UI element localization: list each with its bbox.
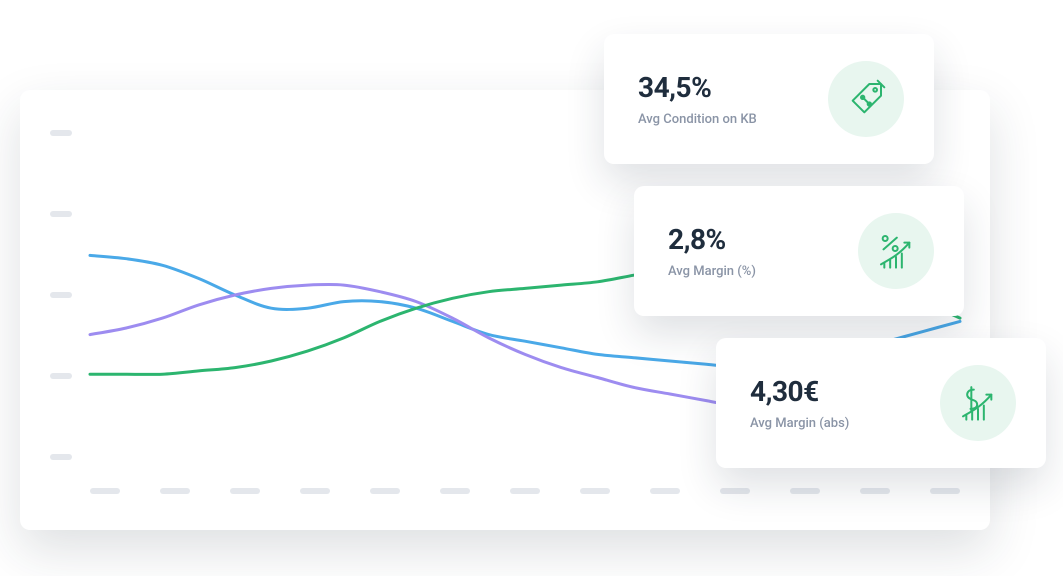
x-axis-tick [790, 488, 820, 494]
x-axis-tick [720, 488, 750, 494]
stat-value: 4,30€ [750, 375, 849, 408]
y-axis-tick [50, 211, 72, 217]
x-axis-tick [370, 488, 400, 494]
y-axis-tick [50, 130, 72, 136]
discount-tag-icon [828, 61, 904, 137]
x-axis-tick [510, 488, 540, 494]
x-axis-tick [860, 488, 890, 494]
stat-text: 34,5% Avg Condition on KB [638, 71, 757, 127]
stat-text: 2,8% Avg Margin (%) [668, 223, 756, 279]
y-axis-tick [50, 373, 72, 379]
x-axis-tick [300, 488, 330, 494]
x-axis-tick [580, 488, 610, 494]
stat-label: Avg Condition on KB [638, 112, 757, 127]
x-axis-tick [90, 488, 120, 494]
dollar-growth-icon [940, 365, 1016, 441]
x-axis-tick [230, 488, 260, 494]
percent-growth-icon [858, 213, 934, 289]
stat-label: Avg Margin (abs) [750, 416, 849, 431]
stat-card: 4,30€ Avg Margin (abs) [716, 338, 1046, 468]
stat-label: Avg Margin (%) [668, 264, 756, 279]
x-axis-tick [160, 488, 190, 494]
x-axis-tick [650, 488, 680, 494]
stat-value: 34,5% [638, 71, 757, 104]
x-axis-tick [440, 488, 470, 494]
x-axis-tick [930, 488, 960, 494]
y-axis-tick [50, 292, 72, 298]
y-axis-tick [50, 454, 72, 460]
stat-text: 4,30€ Avg Margin (abs) [750, 375, 849, 431]
stat-card: 34,5% Avg Condition on KB [604, 34, 934, 164]
stat-card: 2,8% Avg Margin (%) [634, 186, 964, 316]
stat-value: 2,8% [668, 223, 756, 256]
